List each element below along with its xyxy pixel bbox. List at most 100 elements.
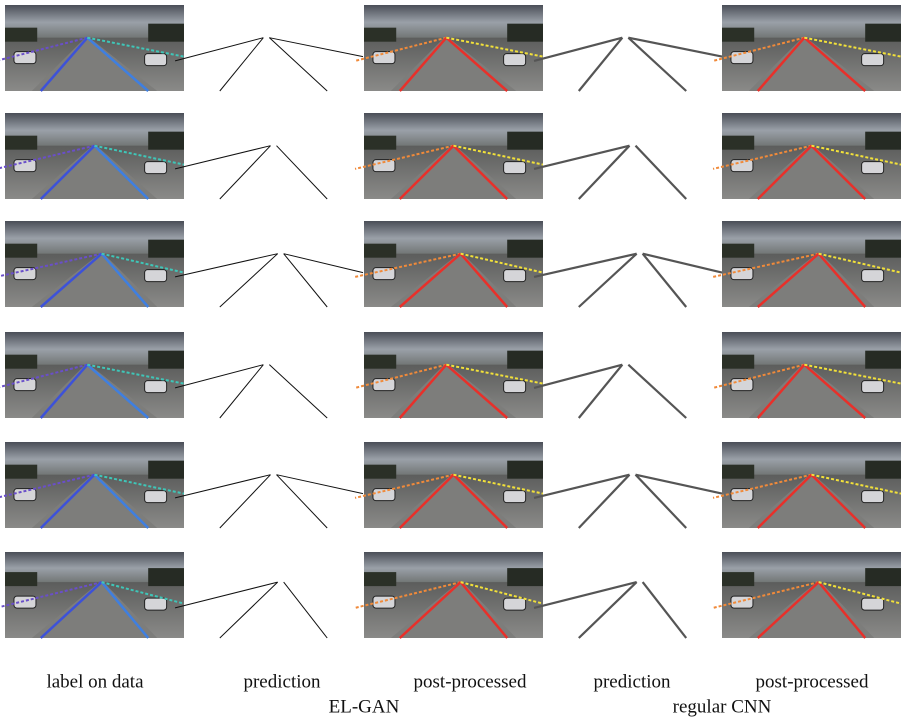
trees — [865, 351, 901, 369]
trees — [5, 355, 37, 369]
trees — [5, 465, 37, 479]
image-cell — [175, 332, 363, 418]
car — [14, 52, 36, 64]
trees — [865, 24, 901, 42]
trees — [5, 572, 37, 586]
image-cell — [175, 552, 363, 638]
car — [145, 491, 167, 503]
car — [731, 52, 753, 64]
image-cell — [355, 552, 543, 638]
car — [145, 270, 167, 282]
image-cell — [534, 332, 722, 418]
image-cell — [713, 332, 901, 418]
trees — [5, 244, 37, 258]
prediction-bg — [184, 221, 363, 307]
trees — [722, 465, 754, 479]
trees — [364, 572, 396, 586]
column-label: post-processed — [756, 671, 869, 692]
image-cell — [355, 442, 543, 528]
trees — [865, 132, 901, 150]
car — [504, 491, 526, 503]
prediction-bg — [543, 332, 722, 418]
car — [145, 54, 167, 66]
trees — [364, 244, 396, 258]
trees — [865, 461, 901, 479]
column-label: prediction — [593, 671, 671, 692]
car — [862, 270, 884, 282]
image-cell — [534, 113, 722, 199]
trees — [5, 28, 37, 42]
car — [862, 491, 884, 503]
trees — [148, 24, 184, 42]
trees — [507, 461, 543, 479]
trees — [148, 240, 184, 258]
prediction-bg — [184, 113, 363, 199]
car — [862, 162, 884, 174]
column-label: prediction — [243, 671, 321, 692]
image-cell — [0, 552, 184, 638]
image-cell — [0, 332, 184, 418]
car — [504, 162, 526, 174]
prediction-bg — [543, 442, 722, 528]
prediction-bg — [543, 5, 722, 91]
image-cell — [534, 552, 722, 638]
trees — [364, 465, 396, 479]
prediction-bg — [184, 5, 363, 91]
car — [862, 54, 884, 66]
image-cell — [175, 221, 363, 307]
image-cell — [0, 442, 184, 528]
column-label: label on data — [46, 671, 144, 692]
trees — [865, 568, 901, 586]
image-cell — [0, 113, 184, 199]
image-cell — [175, 113, 363, 199]
car — [862, 381, 884, 393]
image-cell — [713, 113, 901, 199]
car — [145, 381, 167, 393]
image-cell — [0, 221, 184, 307]
car — [373, 379, 395, 391]
image-cell — [713, 442, 901, 528]
group-label: EL-GAN — [329, 696, 400, 717]
trees — [507, 568, 543, 586]
car — [504, 598, 526, 610]
prediction-bg — [543, 552, 722, 638]
trees — [148, 351, 184, 369]
car — [145, 162, 167, 174]
trees — [722, 572, 754, 586]
image-cell — [534, 5, 722, 91]
car — [731, 379, 753, 391]
image-cell — [175, 5, 363, 91]
prediction-bg — [543, 221, 722, 307]
image-cell — [534, 442, 722, 528]
trees — [507, 351, 543, 369]
image-cell — [355, 113, 543, 199]
trees — [722, 136, 754, 150]
prediction-bg — [184, 442, 363, 528]
image-cell — [355, 5, 543, 91]
prediction-bg — [184, 552, 363, 638]
trees — [507, 132, 543, 150]
image-cell — [713, 221, 901, 307]
trees — [364, 355, 396, 369]
image-cell — [713, 5, 901, 91]
car — [145, 598, 167, 610]
trees — [148, 132, 184, 150]
image-cell — [355, 221, 543, 307]
car — [504, 270, 526, 282]
image-cell — [175, 442, 363, 528]
car — [504, 54, 526, 66]
car — [504, 381, 526, 393]
image-grid — [0, 5, 901, 638]
column-label: post-processed — [414, 671, 527, 692]
group-label: regular CNN — [673, 696, 772, 717]
image-cell — [355, 332, 543, 418]
trees — [507, 24, 543, 42]
trees — [865, 240, 901, 258]
trees — [507, 240, 543, 258]
trees — [722, 355, 754, 369]
prediction-bg — [184, 332, 363, 418]
prediction-bg — [543, 113, 722, 199]
trees — [722, 28, 754, 42]
image-cell — [713, 552, 901, 638]
trees — [722, 244, 754, 258]
